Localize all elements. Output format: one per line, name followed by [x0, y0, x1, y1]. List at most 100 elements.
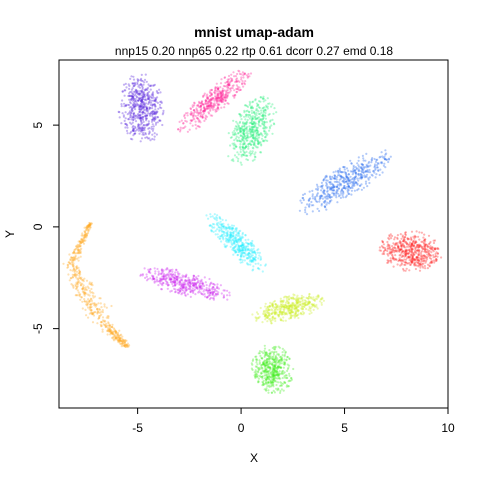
- scatter-point-cluster-3: [251, 150, 254, 153]
- scatter-point-cluster-8: [270, 303, 273, 306]
- scatter-point-cluster-6: [241, 241, 244, 244]
- scatter-point-cluster-7: [212, 288, 215, 291]
- scatter-point-cluster-4: [345, 180, 348, 183]
- scatter-point-cluster-1: [151, 112, 154, 116]
- scatter-point-cluster-8: [299, 297, 302, 300]
- scatter-point-cluster-5: [402, 240, 405, 243]
- scatter-point-cluster-1: [154, 112, 157, 116]
- scatter-point-cluster-3: [236, 151, 239, 154]
- scatter-point-cluster-7: [186, 293, 189, 296]
- scatter-point-cluster-4: [373, 157, 376, 161]
- scatter-point-cluster-3: [247, 143, 250, 146]
- scatter-point-cluster-5: [424, 243, 427, 246]
- scatter-point-cluster-4: [359, 173, 362, 176]
- scatter-point-cluster-4: [321, 184, 324, 187]
- scatter-point-cluster-1: [133, 132, 136, 135]
- scatter-point-cluster-9: [276, 367, 279, 370]
- scatter-point-cluster-7: [182, 283, 185, 286]
- scatter-point-cluster-3: [263, 132, 266, 135]
- scatter-point-cluster-8: [275, 312, 278, 315]
- scatter-point-cluster-2: [221, 89, 224, 92]
- scatter-point-cluster-1: [127, 94, 130, 98]
- scatter-point-cluster-7: [175, 277, 178, 280]
- scatter-point-cluster-7: [209, 291, 212, 295]
- scatter-point-cluster-8: [291, 306, 294, 309]
- scatter-point-cluster-1: [145, 117, 148, 120]
- scatter-point-cluster-3: [240, 163, 243, 166]
- scatter-point-cluster-8: [310, 305, 314, 308]
- scatter-point-arc-1: [77, 259, 80, 262]
- scatter-point-cluster-2: [224, 96, 227, 99]
- scatter-point-cluster-7: [171, 280, 175, 283]
- scatter-point-cluster-7: [175, 269, 178, 272]
- scatter-point-cluster-5: [424, 240, 427, 243]
- scatter-point-cluster-5: [411, 256, 414, 259]
- scatter-point-cluster-4: [324, 175, 327, 178]
- scatter-point-cluster-8: [251, 313, 254, 316]
- scatter-point-cluster-6: [223, 234, 227, 237]
- scatter-point-cluster-6: [214, 229, 217, 232]
- scatter-point-cluster-5: [413, 244, 416, 247]
- scatter-point-cluster-1: [133, 104, 136, 107]
- scatter-point-cluster-3: [250, 115, 253, 118]
- scatter-point-cluster-7: [162, 276, 165, 280]
- scatter-point-cluster-4: [345, 180, 348, 183]
- scatter-point-cluster-4: [381, 155, 384, 158]
- scatter-point-cluster-8: [303, 311, 306, 315]
- scatter-point-cluster-1: [141, 117, 144, 120]
- scatter-point-cluster-3: [257, 130, 260, 133]
- scatter-point-cluster-5: [405, 262, 408, 265]
- scatter-point-cluster-8: [265, 309, 268, 312]
- scatter-point-cluster-1: [140, 89, 143, 92]
- scatter-point-cluster-2: [215, 97, 218, 100]
- scatter-point-cluster-8: [257, 316, 260, 319]
- scatter-point-cluster-4: [346, 187, 349, 190]
- scatter-point-cluster-4: [332, 194, 336, 197]
- scatter-point-cluster-3: [261, 140, 264, 143]
- scatter-point-cluster-5: [418, 263, 422, 266]
- scatter-point-cluster-9: [262, 379, 265, 382]
- scatter-point-cluster-8: [300, 297, 303, 300]
- scatter-point-cluster-6: [210, 229, 213, 232]
- scatter-point-cluster-6: [264, 264, 267, 267]
- scatter-point-cluster-5: [422, 254, 425, 257]
- scatter-point-cluster-8: [293, 305, 297, 308]
- scatter-point-cluster-5: [393, 246, 396, 249]
- scatter-point-cluster-2: [234, 75, 237, 78]
- scatter-point-cluster-1: [149, 107, 152, 110]
- scatter-point-cluster-3: [253, 141, 256, 144]
- scatter-point-cluster-3: [242, 148, 245, 151]
- scatter-point-cluster-1: [143, 81, 146, 84]
- scatter-point-cluster-3: [241, 145, 244, 148]
- scatter-point-cluster-1: [138, 94, 141, 97]
- scatter-point-cluster-2: [201, 116, 204, 119]
- scatter-point-cluster-7: [192, 289, 195, 292]
- scatter-point-cluster-8: [308, 312, 311, 315]
- scatter-point-cluster-9: [283, 381, 286, 384]
- scatter-point-cluster-1: [135, 116, 138, 119]
- scatter-point-cluster-7: [165, 282, 168, 285]
- scatter-point-cluster-1: [154, 117, 157, 120]
- scatter-point-cluster-2: [227, 74, 231, 78]
- scatter-point-cluster-3: [270, 105, 273, 108]
- scatter-point-cluster-3: [242, 137, 245, 140]
- scatter-point-cluster-2: [217, 103, 220, 106]
- scatter-point-cluster-6: [222, 225, 225, 228]
- scatter-point-cluster-3: [242, 153, 245, 156]
- scatter-point-cluster-6: [227, 225, 230, 228]
- scatter-point-cluster-5: [389, 257, 392, 260]
- scatter-point-cluster-5: [411, 258, 414, 261]
- scatter-point-cluster-1: [141, 88, 144, 91]
- scatter-point-cluster-9: [280, 356, 284, 359]
- scatter-point-cluster-3: [239, 145, 242, 148]
- scatter-point-cluster-7: [193, 283, 196, 286]
- scatter-point-cluster-1: [145, 110, 148, 113]
- scatter-point-cluster-1: [149, 139, 152, 142]
- scatter-point-cluster-4: [352, 182, 356, 185]
- scatter-point-cluster-3: [227, 132, 230, 135]
- scatter-point-cluster-4: [360, 176, 364, 179]
- scatter-point-cluster-9: [280, 366, 283, 369]
- scatter-point-cluster-2: [178, 120, 181, 123]
- scatter-point-cluster-5: [428, 256, 431, 260]
- scatter-point-cluster-9: [277, 365, 280, 369]
